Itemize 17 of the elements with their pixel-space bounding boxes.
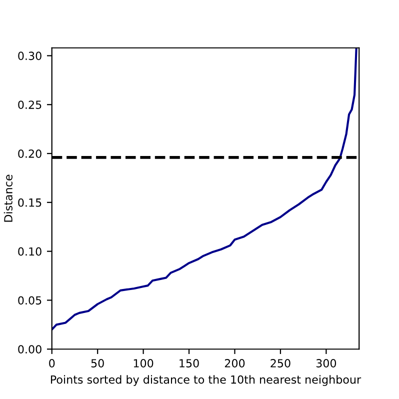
x-tick-label: 50 <box>91 359 104 368</box>
y-tick-label: 0.05 <box>18 296 42 305</box>
y-tick-label: 0.10 <box>18 247 42 256</box>
x-tick-label: 0 <box>49 359 55 368</box>
x-tick-label: 100 <box>134 359 154 368</box>
y-tick-label: 0.25 <box>18 100 42 109</box>
x-axis-title: Points sorted by distance to the 10th nearest neighbour <box>50 375 362 386</box>
y-tick-label: 0.20 <box>18 149 42 158</box>
y-tick-label: 0.00 <box>18 345 42 354</box>
y-tick-label: 0.30 <box>18 52 42 60</box>
line-series <box>52 48 358 331</box>
x-tick-label: 250 <box>270 359 290 368</box>
y-axis-title: Distance <box>4 174 12 222</box>
x-tick-label: 150 <box>180 359 199 368</box>
x-tick-label: 300 <box>316 359 336 368</box>
y-tick-label: 0.15 <box>18 198 42 207</box>
x-tick-label: 200 <box>224 359 245 368</box>
